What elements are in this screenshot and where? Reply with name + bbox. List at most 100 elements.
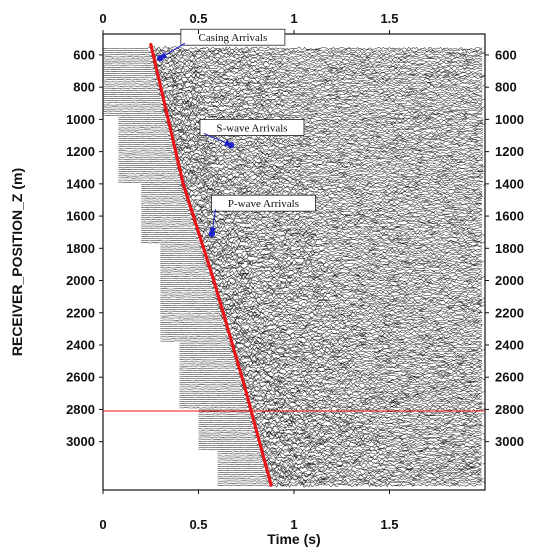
- wavefield-mark: [369, 217, 376, 222]
- wavefield-mark: [258, 266, 266, 269]
- wavefield-mark: [303, 479, 307, 482]
- seismic-trace: [118, 114, 484, 121]
- wavefield-mark: [475, 197, 479, 200]
- wavefield-mark: [288, 375, 291, 378]
- wavefield-mark: [405, 379, 413, 381]
- wavefield-mark: [476, 209, 483, 214]
- wavefield-mark: [399, 396, 407, 400]
- wavefield-mark: [367, 141, 371, 144]
- wavefield-mark: [382, 241, 389, 245]
- wavefield-mark: [238, 96, 244, 100]
- wavefield-mark: [375, 357, 380, 361]
- wavefield-mark: [287, 405, 293, 409]
- seismic-trace: [103, 95, 483, 102]
- wavefield-mark: [446, 364, 450, 367]
- wavefield-mark: [252, 385, 256, 388]
- wavefield-mark: [431, 428, 438, 430]
- wavefield-mark: [469, 210, 472, 212]
- wavefield-mark: [395, 142, 400, 145]
- wavefield-mark: [415, 459, 422, 462]
- wavefield-mark: [399, 136, 404, 140]
- wavefield-mark: [465, 58, 473, 63]
- wavefield-mark: [342, 337, 347, 340]
- wavefield-mark: [460, 429, 467, 432]
- seismic-trace: [217, 480, 482, 486]
- wavefield-mark: [453, 208, 460, 211]
- wavefield-mark: [462, 412, 468, 416]
- wavefield-mark: [362, 337, 367, 341]
- wavefield-mark: [267, 432, 275, 437]
- wavefield-mark: [359, 421, 364, 425]
- wavefield-mark: [265, 431, 270, 435]
- wavefield-mark: [280, 379, 284, 382]
- wavefield-mark: [283, 364, 288, 366]
- wavefield-mark: [408, 360, 413, 365]
- seismic-trace: [179, 382, 482, 388]
- wavefield-mark: [454, 83, 458, 86]
- wavefield-mark: [261, 398, 265, 401]
- wavefield-mark: [266, 53, 271, 56]
- wavefield-mark: [323, 242, 328, 245]
- seismic-trace: [103, 60, 483, 66]
- seismic-trace: [198, 438, 482, 444]
- wavefield-mark: [315, 261, 320, 265]
- seismic-trace: [179, 359, 482, 366]
- wavefield-mark: [318, 470, 324, 473]
- wavefield-mark: [446, 177, 453, 182]
- wavefield-mark: [264, 169, 271, 174]
- wavefield-mark: [247, 227, 250, 230]
- wavefield-mark: [312, 353, 317, 356]
- wavefield-mark: [290, 416, 297, 420]
- wavefield-mark: [273, 433, 277, 436]
- wavefield-mark: [238, 66, 243, 69]
- wavefield-mark: [440, 107, 445, 109]
- wavefield-mark: [278, 358, 284, 361]
- wavefield-mark: [460, 219, 465, 222]
- wavefield-mark: [449, 297, 454, 301]
- wavefield-mark: [369, 398, 372, 401]
- wavefield-mark: [391, 471, 396, 473]
- wavefield-mark: [296, 165, 301, 168]
- wavefield-mark: [446, 154, 453, 158]
- wavefield-mark: [379, 145, 386, 148]
- wavefield-mark: [300, 457, 305, 461]
- wavefield-mark: [444, 74, 450, 78]
- wavefield-mark: [341, 227, 346, 231]
- wavefield-mark: [450, 344, 456, 349]
- wavefield-mark: [276, 221, 281, 224]
- wavefield-mark: [396, 113, 403, 115]
- wavefield-mark: [354, 325, 359, 328]
- seismic-trace: [160, 275, 483, 281]
- wavefield-mark: [474, 470, 479, 474]
- seismic-trace: [103, 58, 483, 64]
- seismic-trace: [103, 70, 483, 77]
- wavefield-mark: [403, 294, 409, 297]
- wavefield-mark: [285, 310, 289, 313]
- wavefield-mark: [354, 273, 361, 278]
- wavefield-mark: [332, 219, 340, 222]
- wavefield-mark: [392, 479, 396, 481]
- wavefield-mark: [245, 81, 252, 86]
- wavefield-mark: [438, 356, 442, 359]
- wavefield-mark: [228, 193, 232, 195]
- wavefield-mark: [217, 191, 223, 194]
- wavefield-mark: [319, 99, 325, 101]
- wavefield-mark: [463, 452, 469, 456]
- wavefield-mark: [460, 381, 466, 385]
- wavefield-mark: [346, 67, 353, 72]
- wavefield-mark: [421, 205, 428, 211]
- wavefield-mark: [431, 260, 436, 263]
- wavefield-mark: [403, 178, 411, 181]
- x-axis-label: Time (s): [267, 531, 320, 547]
- wavefield-mark: [219, 94, 224, 97]
- wavefield-mark: [450, 228, 454, 231]
- wavefield-mark: [253, 215, 260, 219]
- wavefield-mark: [338, 417, 342, 420]
- wavefield-mark: [190, 173, 195, 177]
- wavefield-mark: [403, 52, 407, 55]
- wavefield-mark: [358, 154, 361, 157]
- wavefield-mark: [381, 349, 384, 351]
- wavefield-mark: [438, 292, 443, 294]
- wavefield-mark: [206, 252, 210, 254]
- wavefield-mark: [331, 356, 337, 359]
